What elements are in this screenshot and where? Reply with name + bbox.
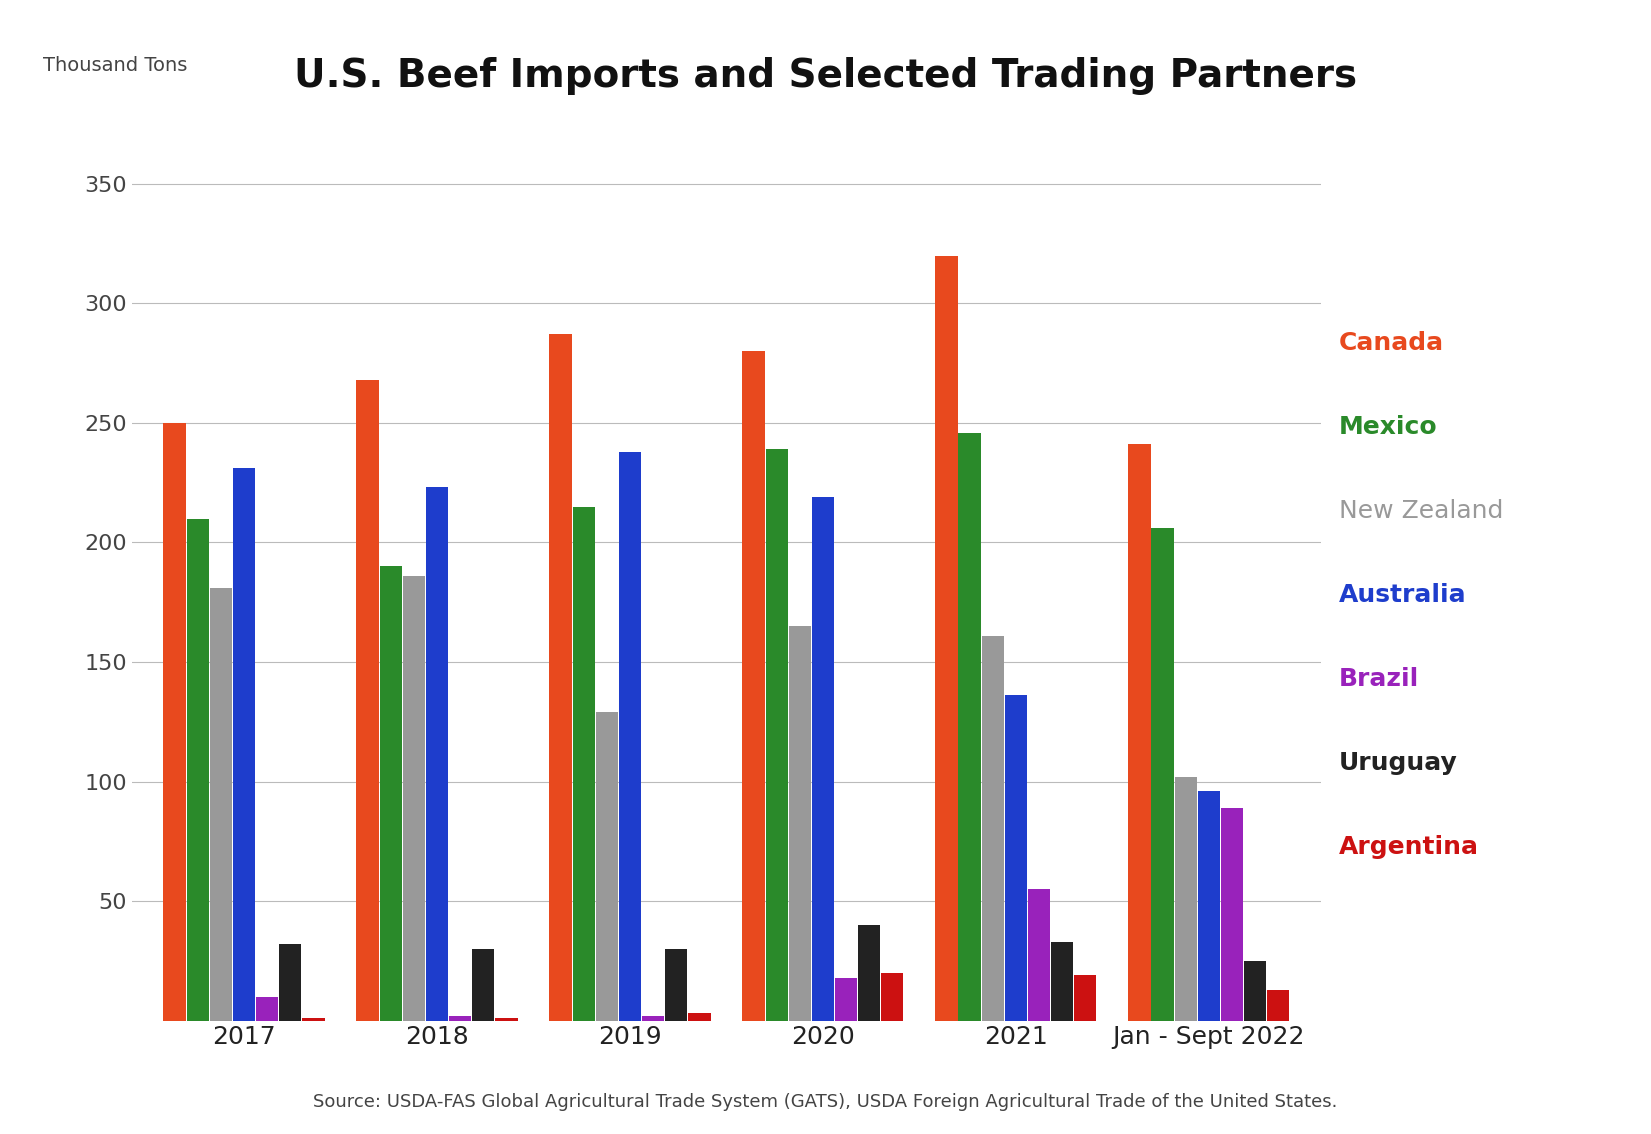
Bar bbox=[959, 432, 981, 1021]
Bar bbox=[743, 352, 764, 1021]
Bar bbox=[835, 978, 857, 1021]
Bar bbox=[256, 997, 279, 1021]
Bar bbox=[1029, 889, 1050, 1021]
Bar bbox=[1222, 807, 1243, 1021]
Bar bbox=[859, 925, 880, 1021]
Text: Thousand Tons: Thousand Tons bbox=[43, 57, 187, 76]
Bar bbox=[619, 451, 641, 1021]
Bar bbox=[163, 423, 185, 1021]
Bar bbox=[1052, 941, 1073, 1021]
Bar bbox=[882, 973, 903, 1021]
Bar bbox=[302, 1018, 325, 1021]
Bar bbox=[426, 488, 447, 1021]
Text: Uruguay: Uruguay bbox=[1339, 751, 1458, 775]
Bar bbox=[1151, 528, 1174, 1021]
Text: Canada: Canada bbox=[1339, 331, 1443, 355]
Bar bbox=[550, 335, 571, 1021]
Bar bbox=[596, 712, 617, 1021]
Text: Source: USDA-FAS Global Agricultural Trade System (GATS), USDA Foreign Agricultu: Source: USDA-FAS Global Agricultural Tra… bbox=[314, 1093, 1337, 1111]
Bar bbox=[449, 1016, 471, 1021]
Bar bbox=[573, 507, 594, 1021]
Bar bbox=[665, 949, 687, 1021]
Bar bbox=[380, 566, 401, 1021]
Bar bbox=[233, 468, 256, 1021]
Bar bbox=[982, 636, 1004, 1021]
Bar bbox=[279, 945, 302, 1021]
Bar bbox=[688, 1014, 710, 1021]
Bar bbox=[187, 518, 208, 1021]
Bar bbox=[357, 380, 378, 1021]
Bar bbox=[936, 255, 958, 1021]
Text: New Zealand: New Zealand bbox=[1339, 499, 1502, 523]
Bar bbox=[403, 576, 424, 1021]
Text: U.S. Beef Imports and Selected Trading Partners: U.S. Beef Imports and Selected Trading P… bbox=[294, 57, 1357, 95]
Bar bbox=[789, 626, 811, 1021]
Text: Australia: Australia bbox=[1339, 583, 1466, 607]
Bar bbox=[1174, 777, 1197, 1021]
Text: Mexico: Mexico bbox=[1339, 415, 1438, 439]
Bar bbox=[210, 587, 231, 1021]
Bar bbox=[1245, 960, 1266, 1021]
Text: Argentina: Argentina bbox=[1339, 835, 1479, 858]
Bar bbox=[495, 1018, 517, 1021]
Bar bbox=[1268, 990, 1289, 1021]
Bar bbox=[1005, 695, 1027, 1021]
Bar bbox=[1197, 792, 1220, 1021]
Bar bbox=[812, 497, 834, 1021]
Bar bbox=[1128, 445, 1151, 1021]
Text: Brazil: Brazil bbox=[1339, 667, 1418, 691]
Bar bbox=[642, 1016, 664, 1021]
Bar bbox=[766, 449, 788, 1021]
Bar bbox=[1075, 975, 1096, 1021]
Bar bbox=[472, 949, 494, 1021]
